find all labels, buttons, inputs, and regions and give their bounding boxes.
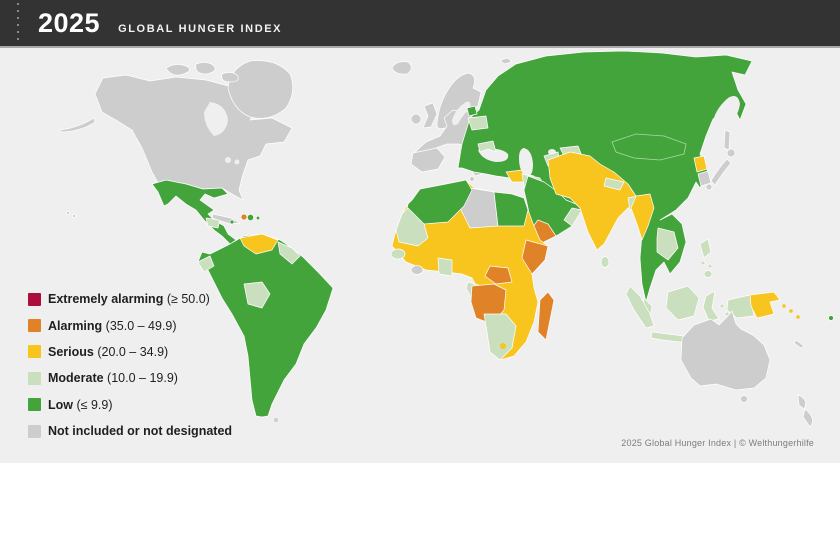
region-sumatra xyxy=(625,285,655,329)
report-title: GLOBAL HUNGER INDEX xyxy=(118,23,283,35)
region-ireland xyxy=(410,113,422,125)
region-haiti xyxy=(240,213,248,221)
region-mauritania xyxy=(395,207,429,247)
region-venezuela xyxy=(239,233,279,255)
region-new-zealand xyxy=(797,394,813,428)
region-oceania xyxy=(680,291,834,428)
region-myanmar xyxy=(630,193,655,241)
sea-of-okhotsk xyxy=(712,96,740,131)
region-africa xyxy=(390,179,555,361)
region-southern-africa xyxy=(483,313,517,361)
legend-label: Extremely alarming (≥ 50.0) xyxy=(48,292,210,307)
legend-item-serious: Serious (20.0 – 34.9) xyxy=(28,339,232,365)
region-east-asia xyxy=(642,129,736,319)
region-egypt xyxy=(493,191,529,227)
legend-swatch xyxy=(28,424,41,438)
region-jamaica xyxy=(229,219,235,225)
region-guyanas xyxy=(277,241,301,265)
region-senegal xyxy=(390,248,406,260)
region-ghana xyxy=(437,257,453,277)
region-uk xyxy=(422,102,438,129)
region-bolivia xyxy=(243,281,271,309)
region-australia xyxy=(680,310,771,391)
region-nepal xyxy=(603,177,625,191)
region-maritime-sea xyxy=(625,238,755,345)
world-map xyxy=(59,50,834,428)
legend-label: Moderate (10.0 – 19.9) xyxy=(48,371,178,386)
region-laos-cambodia xyxy=(656,227,679,261)
legend-label: Serious (20.0 – 34.9) xyxy=(48,344,169,359)
region-new-caledonia xyxy=(793,339,805,349)
region-dominican-republic xyxy=(246,213,255,222)
region-japan xyxy=(705,129,736,191)
legend-swatch xyxy=(28,398,41,412)
legend-item-alarming: Alarming (35.0 – 49.9) xyxy=(28,312,232,338)
region-borneo xyxy=(665,285,700,321)
region-madagascar xyxy=(537,291,555,341)
region-fiji xyxy=(828,315,834,321)
region-sri-lanka xyxy=(600,256,610,268)
region-latin-america xyxy=(151,179,334,422)
legend-label: Not included or not designated xyxy=(48,424,233,439)
region-lesotho xyxy=(500,343,506,349)
region-falklands xyxy=(274,418,278,422)
region-south-sudan xyxy=(484,265,513,285)
legend-item-extremely_alarming: Extremely alarming (≥ 50.0) xyxy=(28,286,232,312)
region-oman xyxy=(563,207,583,227)
legend-swatch xyxy=(28,319,41,333)
legend-label: Alarming (35.0 – 49.9) xyxy=(48,318,177,333)
region-afghanistan-pakistan-india xyxy=(547,151,637,251)
region-philippines xyxy=(699,238,712,259)
baltic-sea xyxy=(452,101,471,126)
region-tasmania xyxy=(740,395,748,403)
region-north-america xyxy=(59,60,294,218)
region-mexico-central-america xyxy=(151,179,237,245)
region-balkans-romania xyxy=(477,140,497,153)
map-panel: Extremely alarming (≥ 50.0) Alarming (35.… xyxy=(0,48,840,463)
header-bar: 2025 GLOBAL HUNGER INDEX xyxy=(0,0,840,48)
region-liberia xyxy=(410,265,424,275)
caspian-sea xyxy=(519,148,533,177)
attribution: 2025 Global Hunger Index | © Welthungerh… xyxy=(621,438,814,448)
dotted-divider xyxy=(17,3,19,43)
region-iberia xyxy=(410,147,446,173)
region-north-korea xyxy=(693,155,708,173)
region-belarus xyxy=(467,115,489,131)
legend: Extremely alarming (≥ 50.0) Alarming (35.… xyxy=(28,286,232,444)
region-europe-east xyxy=(466,105,497,153)
region-baltics xyxy=(466,105,478,117)
report-year: 2025 xyxy=(38,8,101,38)
black-sea xyxy=(478,148,509,162)
region-west-papua xyxy=(726,294,755,319)
legend-item-not_included: Not included or not designated xyxy=(28,418,232,444)
legend-item-low: Low (≤ 9.9) xyxy=(28,392,232,418)
legend-item-moderate: Moderate (10.0 – 19.9) xyxy=(28,365,232,391)
region-south-korea xyxy=(697,170,712,187)
legend-swatch xyxy=(28,292,41,306)
region-puerto-rico xyxy=(255,215,261,221)
region-south-asia xyxy=(547,151,655,268)
mongolia-border xyxy=(611,133,687,161)
legend-swatch xyxy=(28,371,41,385)
region-ecuador xyxy=(197,255,215,273)
region-aleutians xyxy=(59,117,96,133)
region-iceland xyxy=(391,61,412,75)
region-sulawesi xyxy=(702,290,720,322)
hudson-bay xyxy=(204,102,240,165)
region-papua-new-guinea xyxy=(749,291,781,319)
region-somalia xyxy=(521,239,549,275)
legend-label: Low (≤ 9.9) xyxy=(48,397,113,412)
region-sakhalin xyxy=(723,129,731,151)
legend-swatch xyxy=(28,345,41,359)
region-greenland xyxy=(227,60,294,119)
